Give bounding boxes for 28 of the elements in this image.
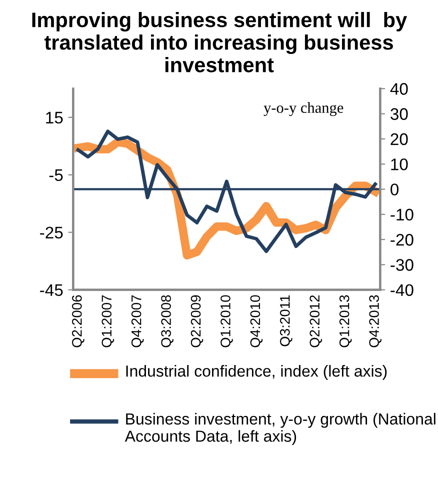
chart-title: Improving business sentiment will by translated into increasing business investment — [32, 12, 408, 72]
x-tick-label: Q3:2008 — [161, 295, 174, 348]
x-tick-label: Q2:2006 — [72, 295, 84, 348]
y2-tick-label: -30 — [390, 259, 414, 271]
y2-tick-label: 30 — [390, 108, 408, 120]
x-tick-label: Q1:2010 — [220, 295, 233, 348]
y-tick-label: -5 — [49, 169, 63, 182]
x-tick-label: Q3:2011 — [280, 295, 292, 346]
y-tick-label: -45 — [40, 284, 63, 296]
y2-tick-label: 40 — [390, 83, 408, 95]
y2-tick-label: -10 — [390, 208, 414, 221]
y2-tick-label: 20 — [390, 133, 408, 146]
y2-tick-label: -20 — [390, 234, 414, 246]
y-tick-label: 15 — [46, 112, 63, 124]
x-tick-label: Q1:2007 — [102, 295, 114, 348]
legend-label: Business investment, y-o-y growth (National Accounts Data, left axis) — [124, 412, 436, 445]
y-tick-label: -25 — [40, 226, 63, 239]
x-tick-label: Q4:2013 — [369, 295, 382, 348]
x-tick-label: Q2:2009 — [190, 295, 204, 348]
x-tick-label: Q2:2012 — [310, 295, 322, 348]
x-tick-label: Q4:2010 — [250, 295, 263, 348]
y2-tick-label: 0 — [390, 184, 399, 196]
y2-tick-label: 10 — [391, 158, 408, 170]
x-tick-label: Q4:2007 — [131, 295, 144, 348]
annotation: y-o-y change — [264, 102, 344, 116]
x-tick-label: Q1:2013 — [339, 295, 352, 348]
legend-label: Industrial confidence, index (left axis) — [126, 365, 387, 380]
y2-tick-label: -40 — [390, 284, 414, 296]
